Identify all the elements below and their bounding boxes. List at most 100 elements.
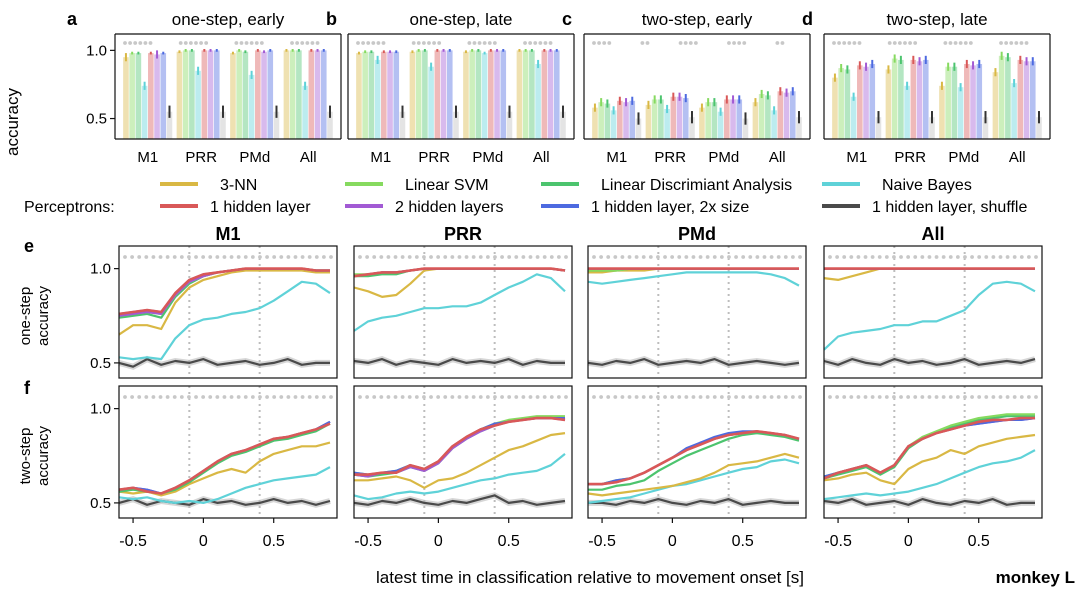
bar-p1 — [964, 64, 970, 139]
significance-dot — [158, 255, 163, 259]
significance-dot — [1005, 255, 1010, 259]
bar-shuffle — [560, 111, 566, 139]
significance-dot — [436, 395, 441, 399]
significance-dot — [698, 395, 703, 399]
plot-frame — [118, 245, 338, 379]
significance-dot — [727, 41, 731, 45]
significance-dot — [769, 255, 774, 259]
bar-p2 — [261, 51, 267, 139]
one-step-y-label-line1: one-step — [17, 287, 34, 345]
bar-svm — [415, 50, 422, 140]
x-tick-label: -0.5 — [354, 533, 382, 550]
bar-p1x2 — [393, 51, 400, 139]
column-title: M1 — [215, 224, 240, 244]
significance-dot — [903, 41, 907, 45]
significance-dot — [422, 395, 426, 399]
significance-dot — [798, 395, 802, 399]
bar-knn — [176, 51, 183, 139]
significance-dot — [963, 41, 968, 45]
bar-category-label: PMd — [472, 149, 503, 166]
significance-dot — [835, 395, 840, 399]
bar-p1 — [670, 96, 677, 139]
significance-dot — [381, 41, 386, 45]
bar-p1 — [617, 100, 623, 139]
bar-shuffle — [399, 111, 406, 139]
significance-dot — [755, 395, 760, 399]
legend-perceptrons-prefix: Perceptrons: — [24, 199, 115, 216]
line-panel-f-M1: f 0.5 1.0 -0.5 0 0.5 — [24, 378, 338, 550]
significance-dot — [414, 395, 419, 399]
bar-svm — [469, 50, 475, 140]
significance-dot — [698, 255, 703, 259]
significance-dot — [884, 255, 889, 259]
significance-dot — [249, 41, 254, 45]
plot-frame — [118, 385, 338, 519]
significance-dot — [998, 395, 1003, 399]
significance-dot — [386, 395, 391, 399]
significance-dot — [597, 41, 601, 45]
significance-dot — [908, 41, 912, 45]
significance-dot — [748, 395, 753, 399]
bar-nb — [141, 85, 148, 139]
legend-label-svm: Linear SVM — [405, 177, 489, 194]
significance-dot — [535, 395, 540, 399]
bar-p1x2 — [682, 98, 689, 139]
significance-dot — [941, 255, 946, 259]
significance-dot — [443, 395, 448, 399]
significance-dot — [123, 255, 127, 259]
bar-p1x2 — [267, 50, 274, 140]
panel-title: two-step, early — [642, 10, 753, 29]
significance-dot — [602, 41, 607, 45]
significance-dot — [201, 395, 206, 399]
bar-p1x2 — [446, 50, 453, 140]
significance-dot — [948, 41, 953, 45]
significance-dot — [236, 395, 241, 399]
bar-nb — [535, 64, 541, 139]
significance-dot — [592, 41, 596, 45]
significance-dot — [376, 41, 381, 45]
bar-p1 — [381, 51, 387, 139]
significance-dot — [1026, 395, 1031, 399]
x-tick-label: 0.5 — [968, 533, 990, 550]
line-panel-f-PMd: -0.5 0 0.5 — [587, 385, 807, 550]
significance-dot — [556, 395, 561, 399]
significance-dot — [521, 255, 526, 259]
bar-nb — [904, 85, 910, 139]
significance-dot — [144, 395, 149, 399]
significance-dot — [414, 255, 419, 259]
significance-dot — [329, 395, 333, 399]
bar-svm — [998, 55, 1005, 140]
bar-svm — [705, 102, 711, 139]
significance-dot — [849, 395, 854, 399]
panel-letter: b — [326, 9, 337, 29]
significance-dot — [977, 395, 982, 399]
bar-p1x2 — [922, 59, 929, 140]
bar-category-label: PMd — [948, 149, 979, 166]
significance-dot — [427, 41, 431, 45]
significance-dot — [123, 395, 127, 399]
significance-dot — [229, 395, 234, 399]
significance-dot — [407, 255, 412, 259]
bar-p2 — [547, 50, 554, 140]
bar-panel-b: b one-step, late M1 PRR PMd All — [326, 9, 575, 166]
bar-svm — [651, 99, 658, 139]
significance-dot — [599, 255, 604, 259]
bar-svm — [598, 102, 604, 139]
significance-dot — [564, 255, 568, 259]
bar-p2 — [783, 92, 790, 139]
significance-dot — [300, 255, 305, 259]
legend-label-lda: Linear Discrimiant Analysis — [601, 177, 792, 194]
line-panels-layer: M1 e 0.5 1.0 PRR PMd All f 0.5 1.0 -0.5 0 0.5 -0.5 0 0.… — [24, 224, 1043, 550]
significance-dot — [493, 255, 497, 259]
significance-dot — [955, 255, 960, 259]
significance-dot — [719, 395, 724, 399]
significance-dot — [137, 395, 142, 399]
significance-dot — [133, 41, 138, 45]
significance-dot — [179, 255, 184, 259]
two-step-y-label-line2: accuracy — [35, 425, 52, 486]
significance-dot — [379, 255, 384, 259]
bar-p1 — [910, 59, 917, 140]
significance-dot — [1019, 41, 1024, 45]
bar-category-label: M1 — [846, 149, 867, 166]
